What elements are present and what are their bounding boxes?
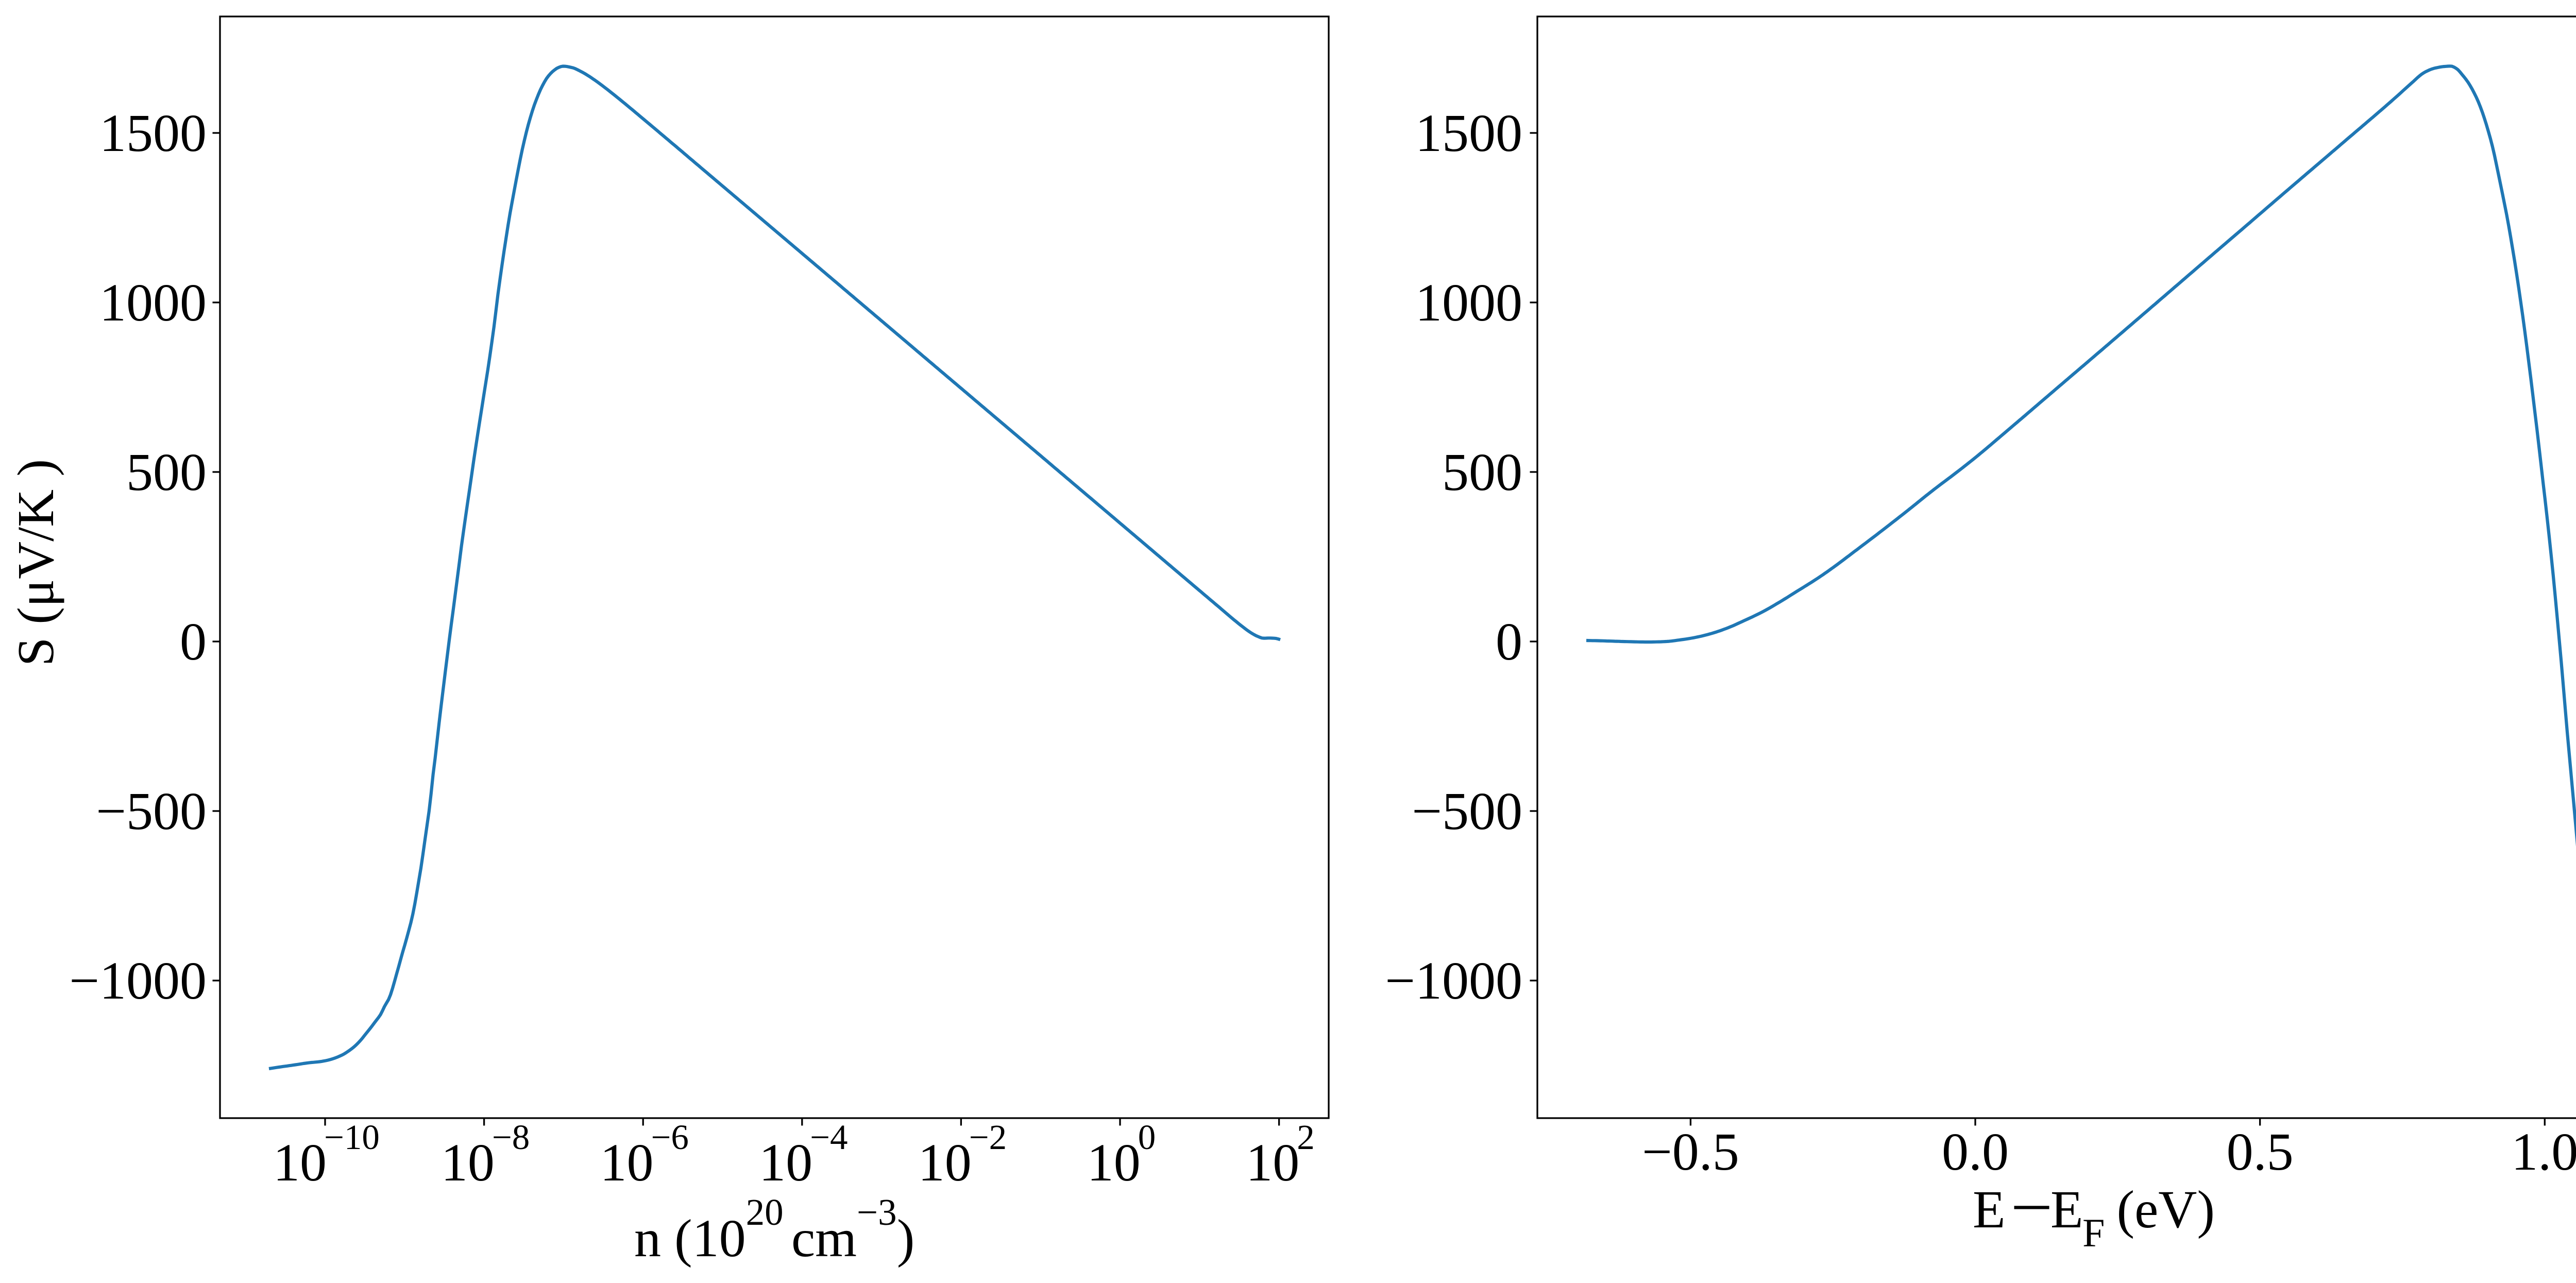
svg-text:2: 2 — [1297, 1118, 1315, 1157]
svg-text:10: 10 — [918, 1133, 972, 1192]
svg-text:−10: −10 — [324, 1118, 380, 1157]
svg-text:cm: cm — [791, 1209, 857, 1268]
svg-text:0: 0 — [1138, 1118, 1156, 1157]
svg-text:−1000: −1000 — [69, 951, 207, 1010]
svg-text:E: E — [2050, 1180, 2083, 1239]
svg-text:(eV): (eV) — [2117, 1180, 2215, 1239]
svg-text:20: 20 — [746, 1191, 784, 1233]
svg-text:): ) — [897, 1209, 915, 1268]
svg-text:−4: −4 — [810, 1118, 848, 1157]
svg-text:10: 10 — [759, 1133, 812, 1192]
svg-text:0.0: 0.0 — [1942, 1122, 2009, 1181]
svg-text:500: 500 — [1442, 443, 1522, 502]
svg-text:−500: −500 — [1412, 782, 1522, 841]
svg-text:−1000: −1000 — [1385, 951, 1522, 1010]
svg-text:10: 10 — [1246, 1133, 1299, 1192]
svg-text:0.5: 0.5 — [2227, 1122, 2294, 1181]
svg-text:10: 10 — [600, 1133, 654, 1192]
svg-text:1500: 1500 — [99, 104, 207, 163]
svg-text:−8: −8 — [492, 1118, 530, 1157]
svg-text:1.0: 1.0 — [2511, 1122, 2576, 1181]
svg-text:10: 10 — [1087, 1133, 1141, 1192]
svg-text:1500: 1500 — [1415, 104, 1522, 163]
svg-text:F: F — [2082, 1210, 2105, 1255]
svg-text:0: 0 — [1496, 612, 1522, 671]
svg-text:0: 0 — [180, 612, 207, 671]
svg-text:−2: −2 — [969, 1118, 1007, 1157]
svg-text:−6: −6 — [651, 1118, 689, 1157]
svg-text:10: 10 — [273, 1133, 327, 1192]
svg-text:1000: 1000 — [99, 273, 207, 332]
svg-text:E: E — [1973, 1180, 2006, 1239]
svg-text:S (μV/K ): S (μV/K ) — [7, 459, 64, 666]
svg-text:10: 10 — [441, 1133, 495, 1192]
svg-text:−0.5: −0.5 — [1642, 1122, 1739, 1181]
svg-text:−500: −500 — [96, 782, 207, 841]
svg-text:−3: −3 — [857, 1191, 897, 1233]
svg-text:1000: 1000 — [1415, 273, 1522, 332]
svg-text:n (10: n (10 — [634, 1209, 746, 1268]
svg-text:500: 500 — [126, 443, 207, 502]
